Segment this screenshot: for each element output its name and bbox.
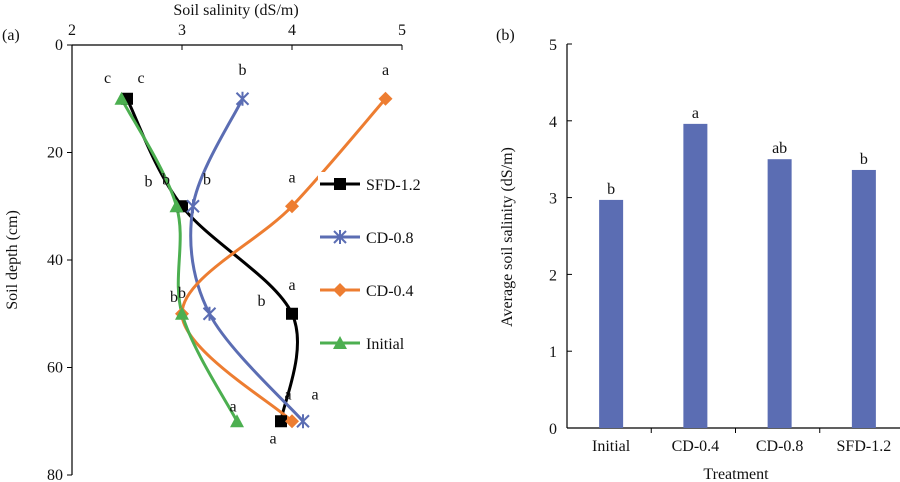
point-label: a (382, 62, 389, 79)
bar-labels: b a ab b (607, 105, 868, 198)
y-tick-label: 1 (549, 344, 557, 361)
category-label: CD-0.4 (672, 438, 720, 455)
point-label: b (258, 293, 266, 310)
depth-profile-chart: Soil salinity (dS/m) Soil depth (cm) 2 3 4… (4, 2, 430, 482)
data-point (235, 91, 250, 106)
bar (851, 169, 876, 428)
y-axis-title: Average soil salinity (dS/m) (499, 147, 516, 327)
point-label: a (288, 277, 295, 294)
y-axis-title: Soil depth (cm) (4, 210, 21, 310)
y-tick-label: 20 (47, 145, 63, 162)
data-point (296, 414, 310, 429)
bar-label: ab (772, 140, 787, 157)
y-ticks: 0 20 40 60 80 (47, 37, 72, 482)
legend-marker (333, 230, 347, 244)
y-tick-label: 60 (47, 360, 63, 377)
data-point (285, 414, 299, 429)
data-point (378, 91, 393, 106)
category-label: Initial (592, 438, 631, 455)
data-point (230, 414, 244, 428)
y-tick-label: 3 (549, 191, 557, 208)
bars (599, 123, 876, 428)
point-label: a (284, 386, 291, 403)
x-ticks: 2 3 4 5 (68, 22, 406, 50)
y-tick-label: 4 (549, 114, 557, 131)
legend-label: SFD-1.2 (366, 177, 421, 194)
series-line-sfd-1-2 (125, 98, 299, 422)
x-axis-title: Treatment (703, 466, 769, 482)
data-point (169, 199, 184, 213)
point-label: b (145, 173, 153, 190)
point-label: a (229, 398, 236, 415)
point-label: c (104, 70, 111, 87)
y-tick-label: 5 (549, 37, 557, 54)
category-label: CD-0.8 (756, 438, 804, 455)
point-label: a (269, 430, 276, 447)
bar (767, 159, 792, 428)
data-point (285, 199, 299, 214)
series-markers (114, 91, 393, 429)
legend-label: Initial (366, 336, 405, 353)
series-line-cd-0-4 (180, 97, 387, 423)
point-label: b (203, 171, 211, 188)
point-label: b (170, 289, 178, 306)
y-tick-label: 40 (47, 252, 63, 269)
series-line-initial (120, 98, 239, 422)
x-axis-title: Soil salinity (dS/m) (173, 2, 298, 19)
point-label: a (288, 169, 295, 186)
panel-b-label: (b) (496, 27, 515, 44)
category-label: SFD-1.2 (837, 438, 892, 455)
point-label: b (162, 171, 170, 188)
series-lines (120, 97, 387, 423)
legend-label: CD-0.8 (366, 230, 414, 247)
y-tick-label: 80 (47, 467, 63, 482)
legend-marker (333, 336, 347, 349)
point-label: b (178, 285, 186, 302)
legend: SFD-1.2 CD-0.8 CD-0.4 Initial (318, 172, 430, 355)
data-point (202, 306, 217, 321)
data-point (275, 415, 287, 428)
bar (683, 123, 708, 428)
data-point (286, 307, 298, 320)
point-label: a (311, 386, 318, 403)
x-tick-label: 3 (178, 22, 186, 39)
legend-marker (334, 178, 346, 190)
point-label: c (137, 70, 144, 87)
bar (599, 199, 624, 428)
legend-label: CD-0.4 (366, 283, 414, 300)
category-labels: Initial CD-0.4 CD-0.8 SFD-1.2 (592, 428, 892, 455)
bar-label: b (607, 181, 615, 198)
panel-a-label: (a) (2, 27, 20, 44)
y-tick-label: 0 (549, 421, 557, 438)
y-tick-label: 0 (55, 37, 63, 54)
data-point (114, 91, 129, 105)
data-point (186, 199, 200, 214)
x-tick-label: 2 (68, 22, 76, 39)
x-tick-label: 4 (288, 22, 296, 39)
bar-chart: Average soil salinity (dS/m) Treatment 0… (499, 37, 900, 482)
bar-label: b (860, 151, 868, 168)
x-tick-label: 5 (398, 22, 406, 39)
y-tick-label: 2 (549, 267, 557, 284)
bar-label: a (692, 105, 699, 122)
data-point (175, 306, 189, 320)
series-line-cd-0-8 (189, 98, 305, 423)
y-ticks: 0 1 2 3 4 5 (549, 37, 572, 438)
legend-marker (333, 283, 347, 297)
point-label: b (239, 62, 247, 79)
